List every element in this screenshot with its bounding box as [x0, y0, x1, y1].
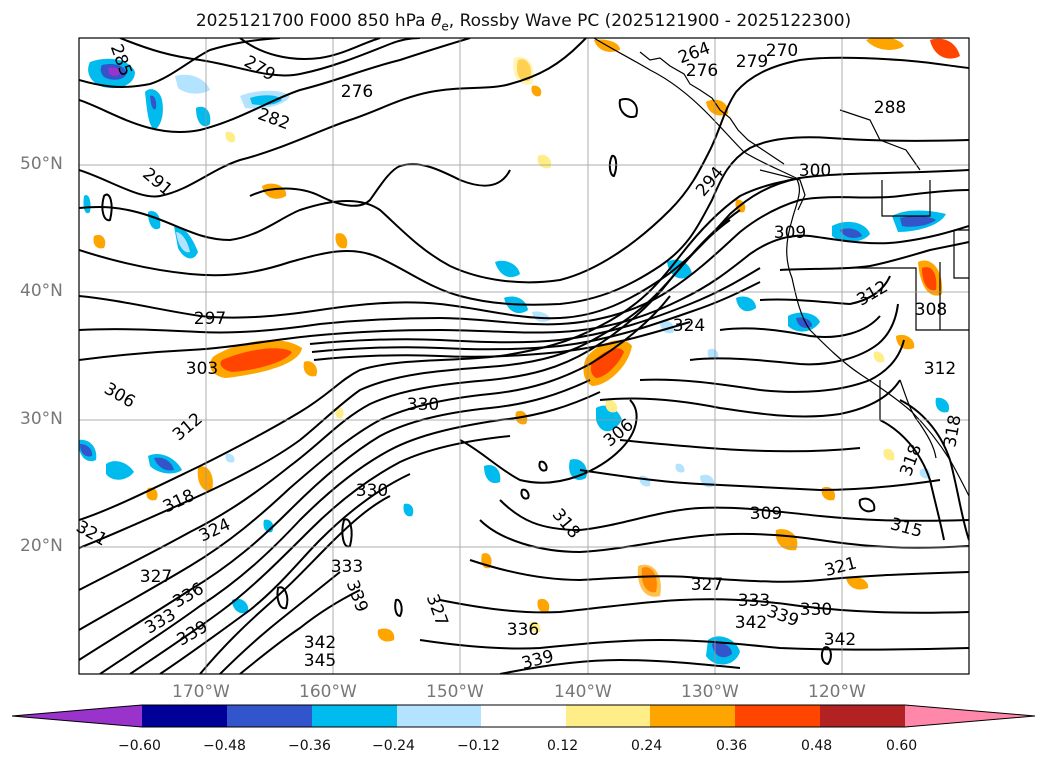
lon-label: 170°W [172, 682, 230, 702]
contour-label: 297 [194, 309, 226, 329]
contour-label: 333 [738, 591, 770, 611]
map-title: 2025121700 F000 850 hPa θe, Rossby Wave … [195, 11, 852, 34]
colorbar-segment [227, 705, 312, 727]
contour-label: 309 [774, 223, 806, 243]
contour-label: 336 [507, 620, 539, 640]
colorbar-tick: −0.60 [118, 738, 161, 754]
lat-label: 40°N [20, 281, 63, 301]
theta-e-contours [79, 38, 969, 674]
contour-label: 312 [169, 409, 207, 445]
coastline [593, 38, 969, 497]
colorbar [11, 704, 1036, 728]
contour-label: 318 [160, 486, 198, 518]
lat-label: 20°N [20, 536, 63, 556]
contour-label: 330 [407, 395, 439, 415]
contour-label: 339 [519, 646, 556, 674]
colorbar-segment [142, 705, 227, 727]
colorbar-segment [481, 705, 566, 727]
colorbar-tick: −0.36 [288, 738, 331, 754]
colorbar-tick: −0.24 [372, 738, 415, 754]
contour-label: 324 [673, 316, 705, 336]
colorbar-segment [566, 705, 650, 727]
contour-label: 327 [422, 592, 452, 629]
contour-label: 318 [940, 413, 965, 448]
map-frame [78, 37, 970, 675]
colorbar-tick: −0.48 [203, 738, 246, 754]
contour-label: 342 [735, 613, 767, 633]
contour-label: 327 [140, 567, 172, 587]
colorbar-segment [820, 705, 905, 727]
contour-label: 270 [766, 41, 798, 61]
contour-label: 279 [240, 52, 278, 86]
contour-label: 342 [304, 633, 336, 653]
lon-label: 130°W [681, 682, 739, 702]
contour-label: 318 [548, 505, 584, 543]
colorbar-segment [735, 705, 820, 727]
contour-label: 312 [924, 359, 956, 379]
lat-label: 50°N [20, 154, 63, 174]
colorbar-segment [650, 705, 735, 727]
lon-label: 160°W [299, 682, 357, 702]
contour-label: 342 [824, 630, 856, 650]
contour-label: 282 [255, 104, 292, 134]
lat-lon-grid [79, 38, 969, 674]
lon-label: 120°W [808, 682, 866, 702]
colorbar-tick: −0.12 [457, 738, 500, 754]
contour-label: 333 [331, 557, 363, 577]
contour-label: 306 [100, 379, 138, 413]
contour-label: 279 [736, 52, 768, 72]
contour-label: 303 [186, 359, 218, 379]
contour-label: 300 [799, 161, 831, 181]
contour-label: 276 [686, 61, 718, 81]
contour-label: 336 [169, 579, 207, 613]
contour-label: 294 [692, 163, 728, 201]
positive-anomaly-shading [93, 38, 960, 642]
colorbar-tick: 0.24 [631, 738, 663, 754]
contour-label: 288 [874, 98, 906, 118]
colorbar-segment [397, 705, 481, 727]
lon-label: 140°W [554, 682, 612, 702]
colorbar-tick: 0.36 [716, 738, 748, 754]
contour-label: 309 [750, 504, 782, 524]
contour-label: 345 [304, 651, 336, 671]
colorbar-tick: 0.12 [547, 738, 579, 754]
lat-label: 30°N [20, 409, 63, 429]
contour-label: 330 [356, 481, 388, 501]
colorbar-tick: 0.60 [886, 738, 918, 754]
lon-label: 150°W [426, 682, 484, 702]
negative-anomaly-shading [79, 58, 950, 665]
contour-label: 327 [691, 575, 723, 595]
contour-label: 315 [888, 514, 925, 542]
colorbar-segment [12, 705, 142, 727]
contour-label: 330 [800, 600, 832, 620]
contour-label: 276 [341, 82, 373, 102]
colorbar-tick: 0.48 [801, 738, 833, 754]
contour-label: 308 [915, 300, 947, 320]
colorbar-segment [312, 705, 397, 727]
contour-label: 321 [72, 517, 110, 551]
colorbar-segment [905, 705, 1035, 727]
contour-label: 339 [342, 578, 372, 615]
